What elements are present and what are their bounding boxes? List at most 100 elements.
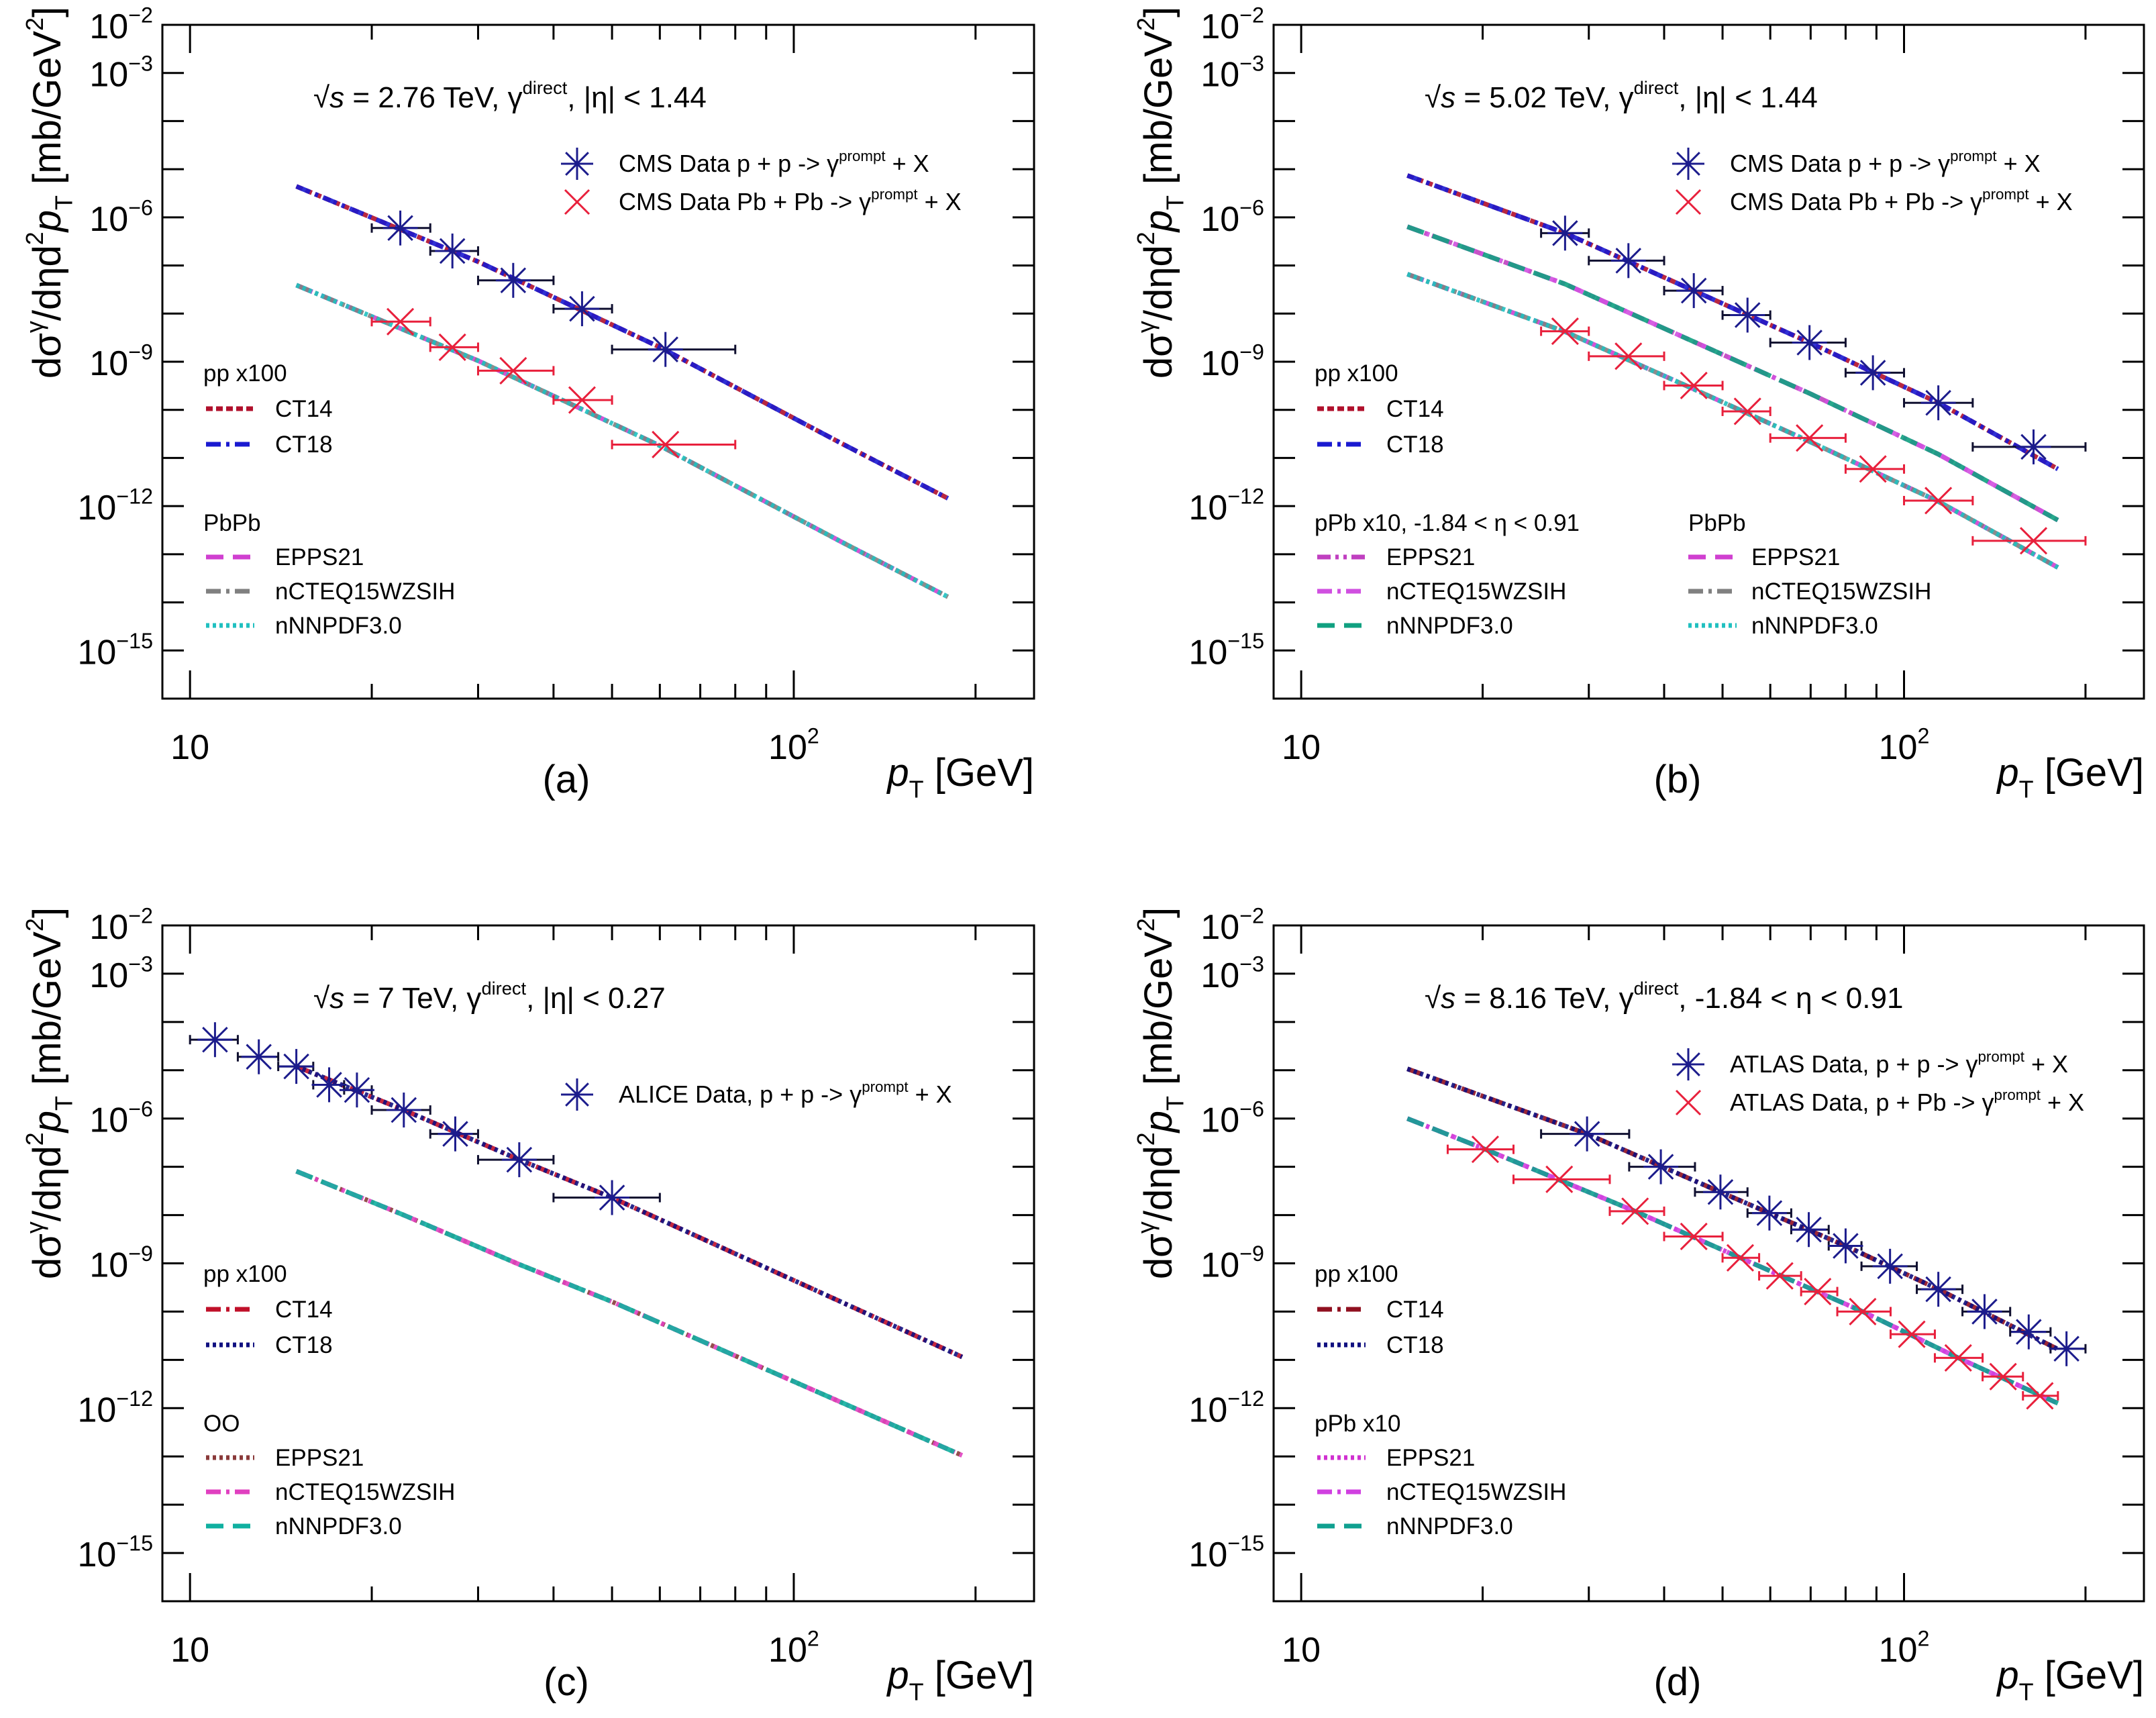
data-point [277, 1049, 315, 1084]
legend-model-label: EPPS21 [275, 544, 364, 570]
y-tick-label: 10−15 [1188, 629, 1264, 672]
cross-marker-stroke [1859, 455, 1887, 483]
star-marker-stroke [439, 238, 466, 264]
data-point [1540, 215, 1590, 251]
data-point [476, 262, 555, 298]
legend-data-label: CMS Data p + p -> γprompt + X [619, 148, 929, 177]
star-marker-stroke [283, 1053, 309, 1080]
legend-data-entry: CMS Data Pb + Pb -> γprompt + X [564, 186, 962, 215]
cross-marker-stroke [1924, 487, 1953, 515]
cross-marker-stroke [1675, 189, 1702, 215]
x-tick-label: 10 [170, 1631, 209, 1670]
data-point [1588, 342, 1665, 370]
data-point [1628, 1149, 1696, 1184]
data-point [1902, 487, 1974, 515]
data-point [1758, 1262, 1802, 1290]
data-point [1933, 1344, 1984, 1372]
panel-label: (d) [1654, 1660, 1702, 1704]
legend-model-label: nCTEQ15WZSIH [275, 578, 455, 605]
legend-group-header: PbPb [1688, 510, 1746, 536]
star-marker-stroke [1971, 1299, 1998, 1325]
y-tick-label: 10−3 [89, 952, 153, 995]
plot-frame [1272, 23, 2145, 700]
star-marker-stroke [1859, 360, 1886, 386]
legend-data-entry: CMS Data p + p -> γprompt + X [561, 148, 929, 180]
legend-model-label: EPPS21 [1751, 544, 1840, 570]
legend-model-label: CT14 [1386, 1297, 1444, 1323]
energy-annotation: √s = 7 TeV, γdirect, |η| < 0.27 [313, 978, 666, 1015]
x-tick-label: 102 [1879, 724, 1930, 767]
plot-frame [161, 924, 1035, 1603]
cross-marker-stroke [1614, 342, 1643, 370]
star-marker-stroke [1756, 1200, 1783, 1226]
star-marker-stroke [1796, 330, 1823, 356]
data-point [1889, 1320, 1936, 1348]
x-tick-label: 102 [768, 724, 819, 767]
legend-group-header: pp x100 [1315, 1261, 1398, 1287]
y-axis-title: dσγ/dηd2pT [mb/GeV2] [1132, 907, 1189, 1279]
legend-data-entry: CMS Data Pb + Pb -> γprompt + X [1675, 186, 2073, 215]
star-marker-stroke [1734, 302, 1761, 328]
star-marker-stroke [1574, 1121, 1600, 1147]
x-axis-title: pT [GeV] [1996, 1654, 2144, 1705]
cross-marker-stroke [499, 356, 527, 385]
legend-model-label: nCTEQ15WZSIH [275, 1479, 455, 1505]
star-marker-stroke [442, 1121, 468, 1147]
legend-theory-group: PbPb EPPS21 nCTEQ15WZSIH nNNPDF3.0 [203, 510, 455, 639]
data-point [2022, 1382, 2059, 1410]
cross-marker-stroke [387, 307, 415, 336]
data-point [1746, 1195, 1792, 1231]
y-tick-label: 10−12 [1188, 485, 1264, 527]
data-point [429, 233, 479, 268]
star-marker-stroke [391, 1097, 417, 1123]
star-marker-stroke [1647, 1154, 1674, 1180]
legend-model-label: nNNPDF3.0 [275, 1513, 402, 1539]
legend-group-header: PbPb [203, 510, 261, 536]
y-axis-title: dσγ/dηd2pT [mb/GeV2] [21, 7, 78, 378]
legend-data-label: ATLAS Data, p + p -> γprompt + X [1730, 1048, 2068, 1078]
legend-model-label: EPPS21 [1386, 544, 1475, 570]
legend-theory-group: OO EPPS21 nCTEQ15WZSIH nNNPDF3.0 [203, 1411, 455, 1539]
data-point [611, 332, 737, 367]
cross-marker-stroke [1545, 1165, 1574, 1193]
data-point [1663, 273, 1724, 309]
legend-model-label: nCTEQ15WZSIH [1386, 578, 1566, 605]
plot-frame [1272, 924, 2145, 1603]
cross-marker-stroke [2026, 1382, 2054, 1410]
legend-model-label: CT18 [275, 432, 333, 458]
legend-theory-group: pp x100 CT14 CT18 [1315, 1261, 1444, 1358]
cross-marker-stroke [1551, 317, 1579, 346]
cross-marker-stroke [1621, 1197, 1649, 1225]
cross-marker-stroke [438, 333, 466, 361]
star-marker-stroke [387, 215, 413, 242]
star-marker-stroke [1676, 1052, 1700, 1076]
panel-d: 10−2 10−3 10−6 10−9 10−12 10−15 10 102 dσγ/dηd2p… [1132, 904, 2145, 1705]
legend-data-entry: ATLAS Data, p + Pb -> γprompt + X [1675, 1087, 2084, 1116]
y-tick-label: 10−9 [89, 340, 153, 383]
legend-model-label: CT14 [1386, 396, 1444, 422]
data-point [476, 1142, 555, 1178]
legend-model-label: CT14 [275, 396, 333, 422]
plot-frame [161, 23, 1035, 700]
data-point [1540, 317, 1590, 346]
legend-data-label: CMS Data p + p -> γprompt + X [1730, 148, 2041, 177]
data-point [1540, 1116, 1631, 1152]
curve-epps21 [1406, 272, 2059, 570]
cross-marker-stroke [1726, 1244, 1755, 1272]
x-tick-label: 10 [1282, 1631, 1321, 1670]
y-tick-label: 10−15 [1188, 1531, 1264, 1574]
star-marker-stroke [1833, 1233, 1859, 1259]
cross-marker-stroke [652, 430, 680, 458]
star-marker-stroke [1707, 1178, 1734, 1205]
legend-data-label: ATLAS Data, p + Pb -> γprompt + X [1730, 1087, 2084, 1116]
cross-marker-stroke [1989, 1362, 2017, 1391]
y-axis-title: dσγ/dηd2pT [mb/GeV2] [1132, 7, 1189, 378]
star-marker-stroke [1676, 152, 1700, 176]
cross-marker-stroke [1804, 1278, 1832, 1306]
legend-model-label: nCTEQ15WZSIH [1751, 578, 1931, 605]
data-point [1961, 1294, 2012, 1329]
y-tick-label: 10−12 [77, 485, 153, 527]
data-point [370, 1093, 431, 1128]
data-point [1916, 1272, 1964, 1307]
data-point [1721, 297, 1772, 333]
